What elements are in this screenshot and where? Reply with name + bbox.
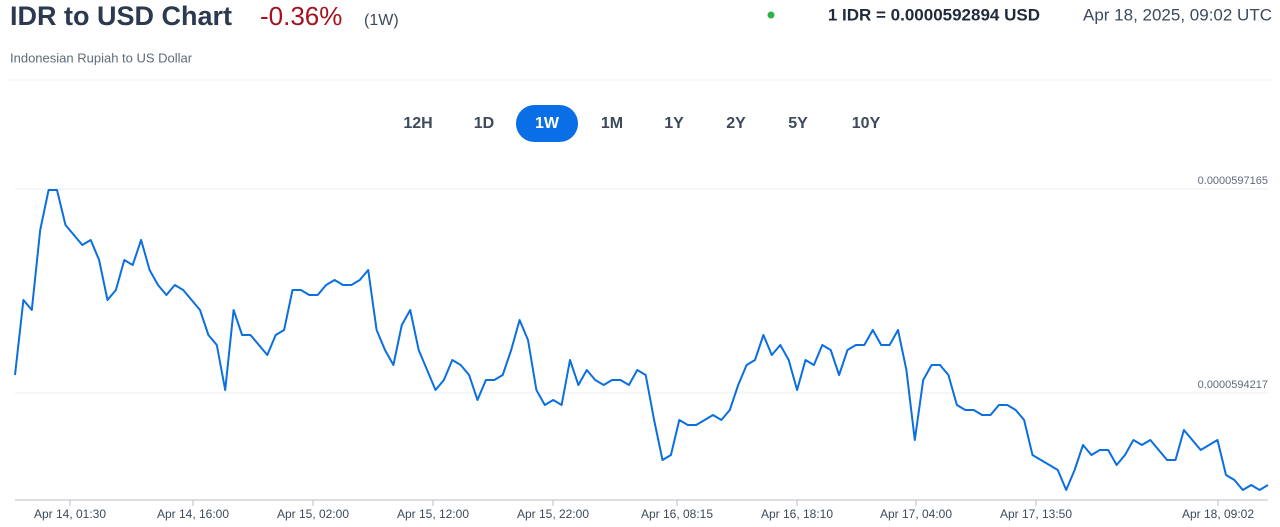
x-tick-label: Apr 17, 13:50 xyxy=(1000,507,1072,521)
x-tick-label: Apr 16, 18:10 xyxy=(761,507,833,521)
price-line xyxy=(14,189,1269,491)
period: (1W) xyxy=(364,12,399,29)
x-tick-label: Apr 18, 09:02 xyxy=(1182,507,1254,521)
x-tick-label: Apr 15, 22:00 xyxy=(517,507,589,521)
x-tick-label: Apr 16, 08:15 xyxy=(641,507,713,521)
period-label[interactable]: 10Y xyxy=(852,115,881,132)
period-label[interactable]: 1D xyxy=(474,115,494,132)
plot: 0.0000597165 0.0000594217 Apr 14, 01:30 Apr… xyxy=(14,175,1269,521)
y-tick-label: 0.0000594217 xyxy=(1198,379,1268,391)
period-buttons: 12H 1D 1W 1M 1Y 2Y 5Y 10Y xyxy=(403,105,881,142)
live-dot xyxy=(767,11,775,19)
period-label[interactable]: 1M xyxy=(601,115,623,132)
period-label[interactable]: 1Y xyxy=(664,115,684,132)
x-tick-label: Apr 15, 02:00 xyxy=(277,507,349,521)
y-tick-label: 0.0000597165 xyxy=(1198,175,1268,187)
subtitle: Indonesian Rupiah to US Dollar xyxy=(10,50,193,65)
rate: 1 IDR = 0.0000592894 USD xyxy=(828,5,1040,24)
timestamp: Apr 18, 2025, 09:02 UTC xyxy=(1083,5,1272,24)
x-tick-label: Apr 15, 12:00 xyxy=(397,507,469,521)
change: -0.36% xyxy=(260,1,342,31)
page-title: IDR to USD Chart xyxy=(10,1,232,31)
x-tick-label: Apr 14, 16:00 xyxy=(157,507,229,521)
period-label[interactable]: 2Y xyxy=(726,115,746,132)
x-tick-label: Apr 14, 01:30 xyxy=(34,507,106,521)
period-label[interactable]: 5Y xyxy=(788,115,808,132)
period-button[interactable] xyxy=(516,105,578,142)
period-label[interactable]: 12H xyxy=(403,115,432,132)
x-tick-label: Apr 17, 04:00 xyxy=(880,507,952,521)
period-label[interactable]: 1W xyxy=(535,115,560,132)
